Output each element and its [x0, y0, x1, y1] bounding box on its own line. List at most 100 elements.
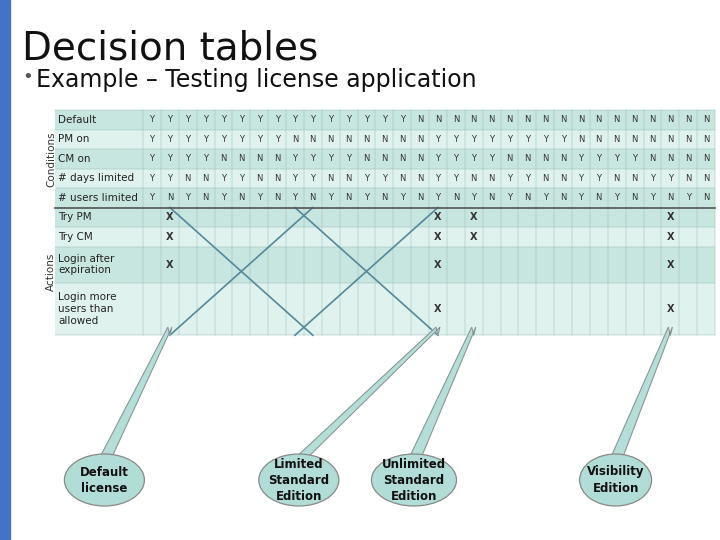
Bar [55, 282, 715, 335]
Text: Y: Y [400, 115, 405, 124]
Text: N: N [417, 174, 423, 183]
Text: Actions: Actions [46, 252, 56, 291]
Text: Default
license: Default license [80, 465, 129, 495]
Text: N: N [560, 193, 566, 202]
Text: Y: Y [221, 193, 226, 202]
Text: N: N [649, 115, 656, 124]
Text: N: N [166, 193, 173, 202]
Text: N: N [381, 135, 387, 144]
Text: Y: Y [454, 154, 459, 163]
Text: Y: Y [257, 135, 261, 144]
Text: N: N [202, 174, 209, 183]
Text: N: N [435, 115, 441, 124]
Text: Try PM: Try PM [58, 212, 91, 222]
Text: N: N [595, 135, 602, 144]
Text: N: N [220, 154, 227, 163]
Text: Y: Y [507, 174, 512, 183]
Text: X: X [166, 212, 174, 222]
Text: N: N [381, 193, 387, 202]
Text: Y: Y [203, 115, 208, 124]
Bar [55, 227, 715, 246]
Text: X: X [470, 212, 477, 222]
Bar [55, 246, 715, 282]
Text: Y: Y [167, 154, 172, 163]
Text: N: N [542, 174, 549, 183]
Text: N: N [488, 115, 495, 124]
Text: Y: Y [274, 135, 279, 144]
Text: N: N [685, 115, 691, 124]
Text: Y: Y [454, 174, 459, 183]
Text: N: N [238, 154, 245, 163]
Text: Y: Y [292, 154, 297, 163]
Text: N: N [524, 154, 531, 163]
Text: N: N [488, 193, 495, 202]
Text: Y: Y [614, 154, 619, 163]
Text: N: N [631, 115, 638, 124]
Text: Y: Y [150, 193, 154, 202]
Text: Y: Y [685, 193, 690, 202]
Text: N: N [381, 154, 387, 163]
Text: Y: Y [614, 193, 619, 202]
Bar [0, 0, 10, 540]
Text: X: X [470, 232, 477, 242]
Text: Y: Y [436, 193, 441, 202]
Text: Y: Y [292, 115, 297, 124]
Text: Y: Y [221, 174, 226, 183]
Text: N: N [417, 154, 423, 163]
Text: X: X [667, 260, 674, 269]
Text: N: N [506, 154, 513, 163]
Text: N: N [667, 154, 673, 163]
Text: N: N [184, 174, 191, 183]
Text: Y: Y [382, 115, 387, 124]
Text: N: N [595, 193, 602, 202]
Text: N: N [256, 154, 262, 163]
Text: Y: Y [489, 135, 494, 144]
Text: Y: Y [167, 135, 172, 144]
Text: Y: Y [310, 154, 315, 163]
Text: Y: Y [454, 135, 459, 144]
Text: Y: Y [167, 174, 172, 183]
Text: N: N [292, 135, 298, 144]
Text: Y: Y [382, 174, 387, 183]
Text: Y: Y [185, 193, 190, 202]
Text: N: N [399, 174, 405, 183]
Text: N: N [560, 154, 566, 163]
Text: Y: Y [507, 135, 512, 144]
Text: N: N [631, 193, 638, 202]
Text: Y: Y [543, 135, 548, 144]
Text: N: N [470, 174, 477, 183]
Text: N: N [453, 193, 459, 202]
Text: N: N [506, 115, 513, 124]
Text: Y: Y [328, 193, 333, 202]
Text: N: N [256, 174, 262, 183]
Text: N: N [542, 115, 549, 124]
Text: Y: Y [150, 174, 154, 183]
Text: Y: Y [578, 154, 583, 163]
Text: N: N [685, 154, 691, 163]
Text: Visibility
Edition: Visibility Edition [587, 465, 644, 495]
Text: Login after
expiration: Login after expiration [58, 254, 114, 275]
Text: PM on: PM on [58, 134, 89, 144]
Text: N: N [274, 154, 280, 163]
Text: N: N [417, 193, 423, 202]
Text: N: N [560, 115, 566, 124]
Text: N: N [703, 174, 709, 183]
Text: N: N [613, 115, 620, 124]
Text: Y: Y [292, 174, 297, 183]
Text: X: X [667, 232, 674, 242]
Text: Y: Y [650, 193, 655, 202]
Text: Y: Y [221, 135, 226, 144]
Bar [55, 168, 715, 188]
Text: Y: Y [471, 193, 476, 202]
Bar [55, 130, 715, 149]
Text: Y: Y [364, 193, 369, 202]
Text: N: N [667, 135, 673, 144]
Text: Conditions: Conditions [46, 131, 56, 186]
Text: Y: Y [310, 115, 315, 124]
Bar [55, 110, 715, 130]
Text: Try CM: Try CM [58, 232, 93, 242]
Text: Y: Y [561, 135, 566, 144]
Text: Unlimited
Standard
Edition: Unlimited Standard Edition [382, 457, 446, 503]
Text: Y: Y [185, 115, 190, 124]
Text: Y: Y [596, 154, 601, 163]
